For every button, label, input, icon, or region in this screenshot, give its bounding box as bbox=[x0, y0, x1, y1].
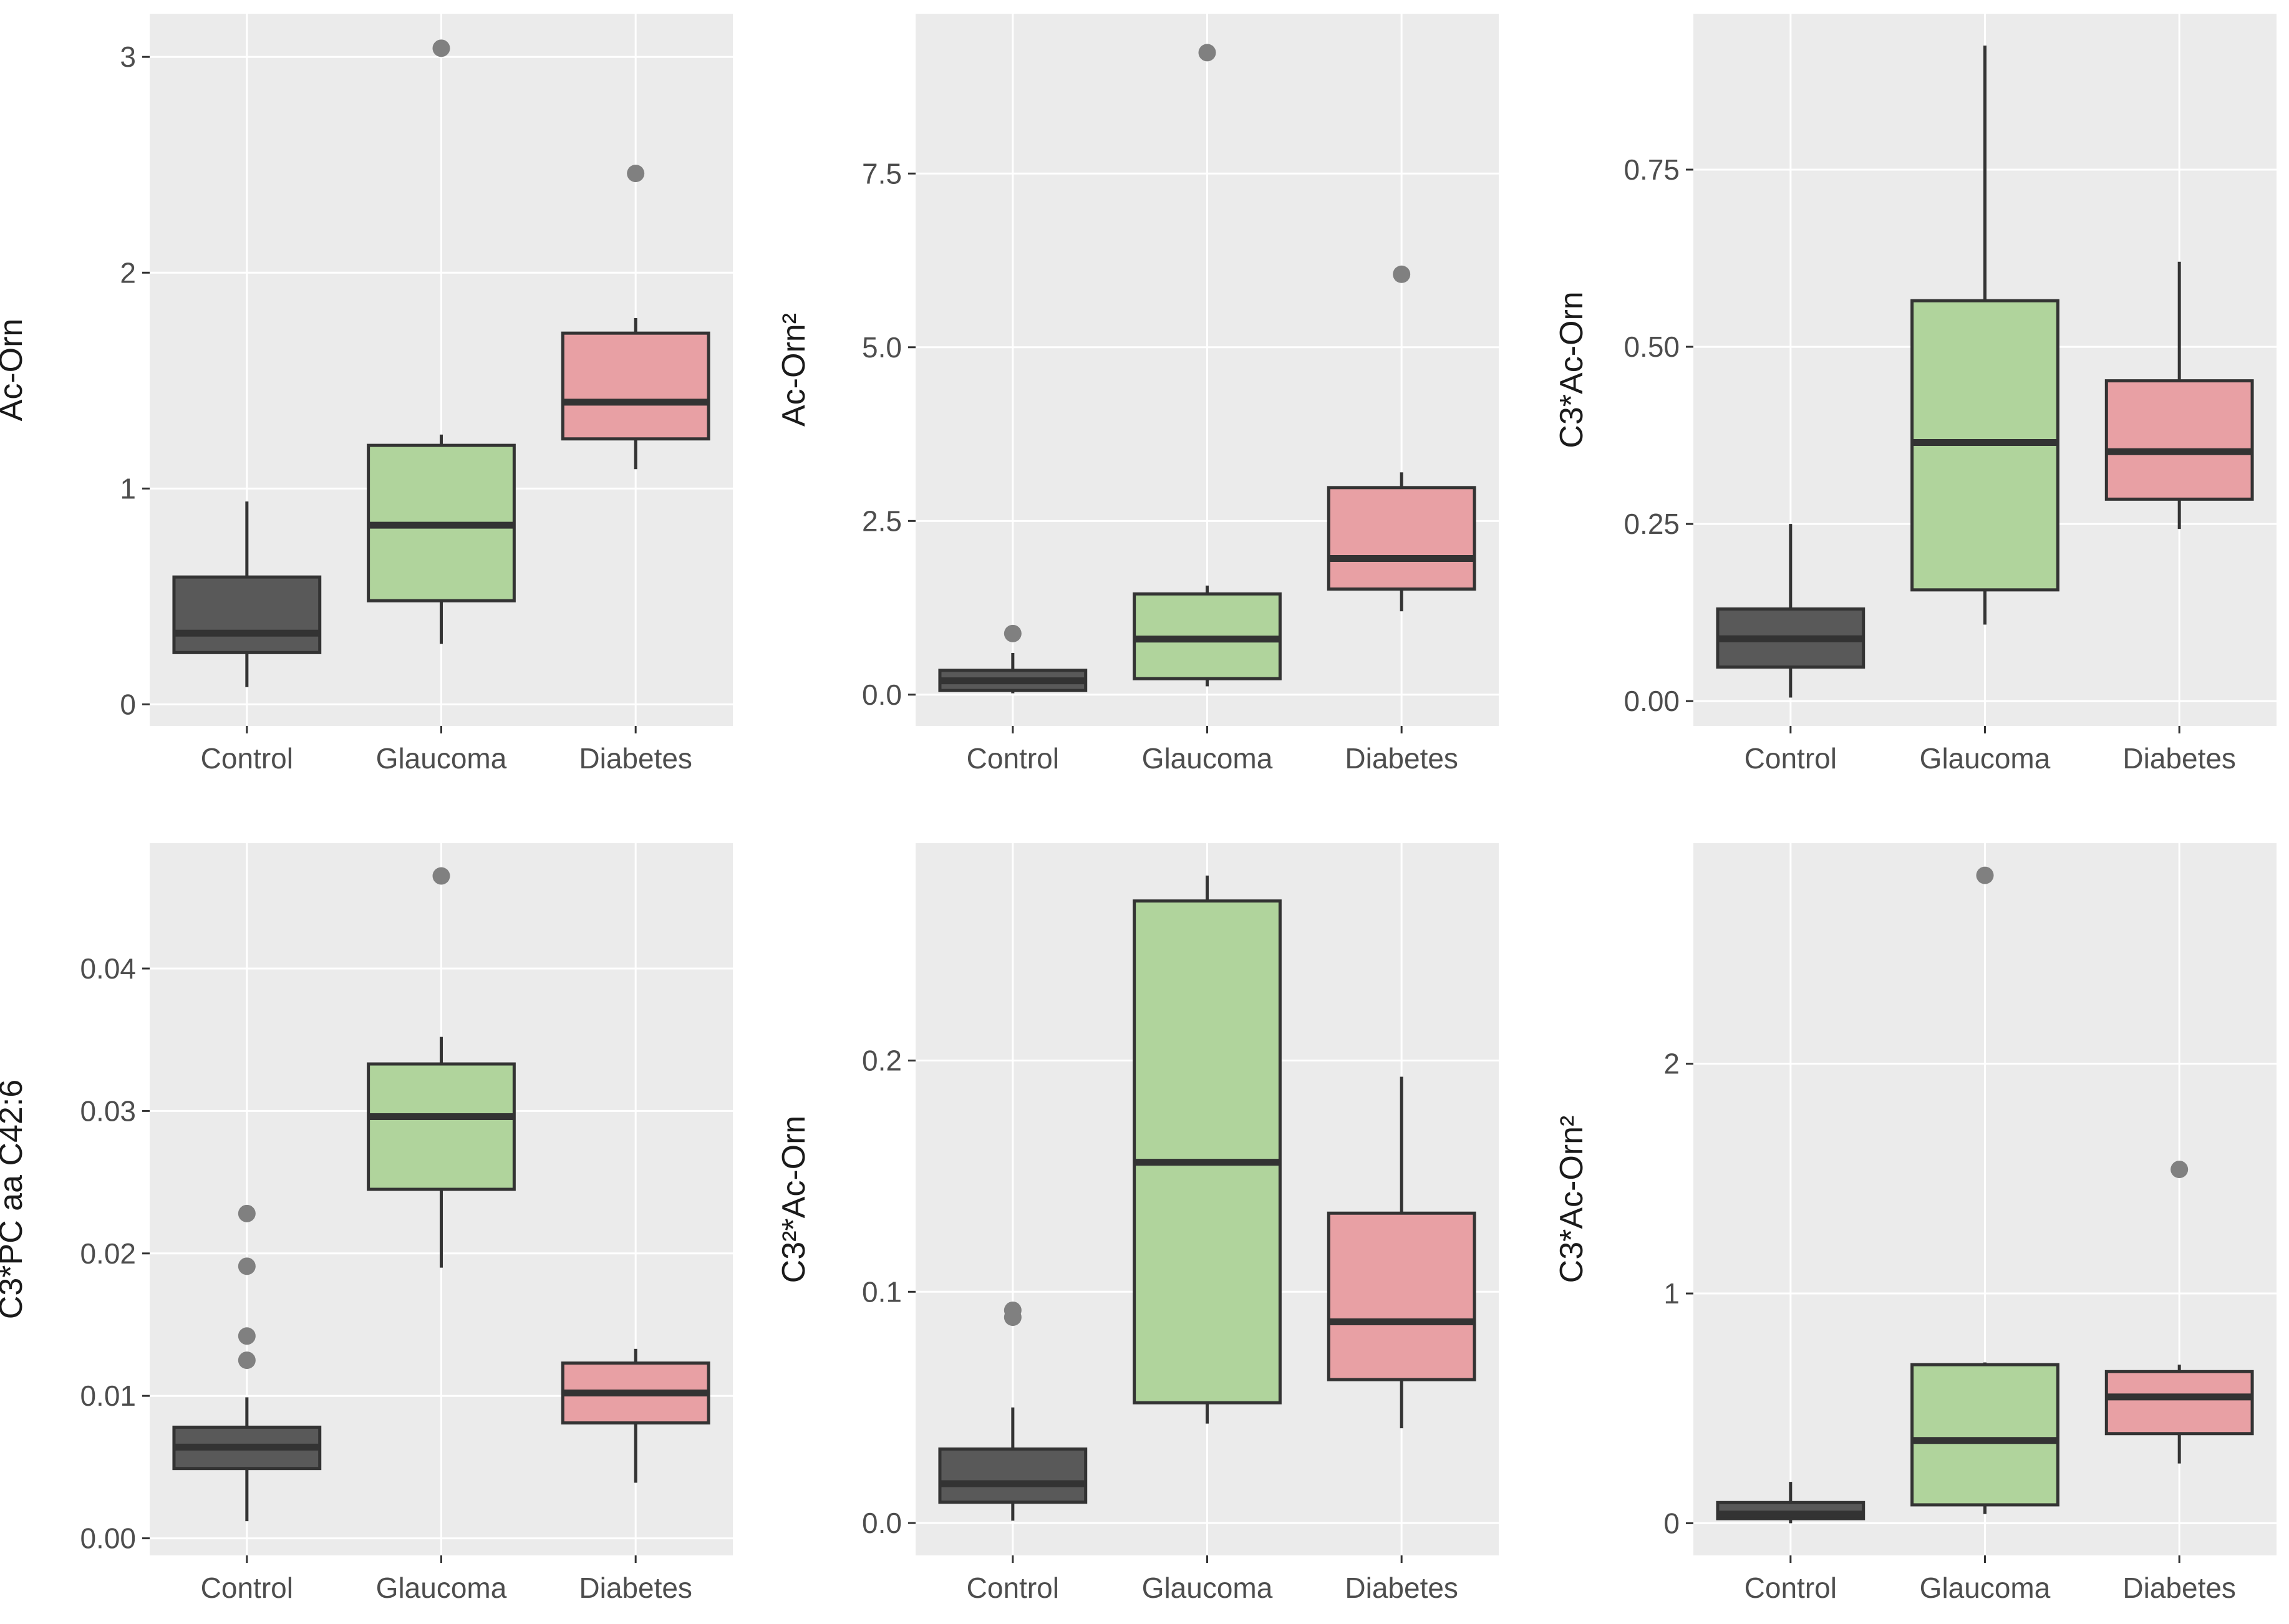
outlier-point bbox=[238, 1327, 256, 1345]
box-body bbox=[1327, 1211, 1476, 1381]
y-tick-label: 0.50 bbox=[1624, 331, 1680, 363]
box-body bbox=[2104, 379, 2254, 501]
y-tick-label: 0.00 bbox=[1624, 685, 1680, 717]
y-tick-label: 0.2 bbox=[862, 1045, 902, 1077]
y-tick-label: 0.0 bbox=[862, 679, 902, 711]
outlier-point bbox=[1198, 44, 1216, 62]
x-tick-label: Glaucoma bbox=[376, 1572, 507, 1604]
box-body bbox=[1133, 899, 1282, 1404]
box-control bbox=[938, 624, 1088, 694]
outlier-point bbox=[238, 1257, 256, 1275]
box-control bbox=[1716, 524, 1866, 698]
box-diabetes bbox=[1327, 265, 1476, 612]
y-tick-label: 0.0 bbox=[862, 1507, 902, 1539]
box-glaucoma bbox=[1910, 46, 2059, 625]
outlier-point bbox=[432, 867, 450, 885]
chart-panel-3: 0.00 0.25 0.50 0.75 Control Glaucoma Diabetes C… bbox=[1554, 14, 2277, 775]
y-tick-label: 2 bbox=[1663, 1048, 1680, 1080]
x-tick-label: Control bbox=[201, 742, 293, 775]
x-tick-label: Glaucoma bbox=[376, 742, 507, 775]
y-axis-title: C3*PC aa C42:6 bbox=[0, 1080, 29, 1319]
x-tick-label: Diabetes bbox=[1345, 742, 1458, 775]
y-tick-label: 0 bbox=[1663, 1507, 1680, 1539]
outlier-point bbox=[1004, 624, 1022, 642]
y-tick-label: 2.5 bbox=[862, 505, 902, 537]
y-axis-title: Ac-Orn² bbox=[776, 313, 812, 427]
box-diabetes bbox=[561, 165, 710, 470]
box-body bbox=[172, 575, 322, 654]
x-tick-label: Diabetes bbox=[2122, 742, 2236, 775]
box-body bbox=[367, 1062, 516, 1191]
outlier-point bbox=[238, 1351, 256, 1370]
x-tick-label: Glaucoma bbox=[1920, 742, 2051, 775]
x-tick-label: Control bbox=[1745, 742, 1837, 775]
y-tick-label: 0.02 bbox=[80, 1237, 136, 1270]
x-tick-label: Control bbox=[201, 1572, 293, 1604]
x-tick-label: Glaucoma bbox=[1142, 742, 1273, 775]
box-control bbox=[1716, 1482, 1866, 1524]
box-glaucoma bbox=[1133, 44, 1282, 687]
box-body bbox=[1910, 1363, 2059, 1507]
chart-panel-4: 0.00 0.01 0.02 0.03 0.04 Control Glaucoma Diabe… bbox=[0, 843, 733, 1604]
x-tick-label: Diabetes bbox=[579, 1572, 692, 1604]
outlier-point bbox=[432, 39, 450, 57]
y-tick-label: 0.00 bbox=[80, 1522, 136, 1555]
box-glaucoma bbox=[1133, 875, 1282, 1424]
box-diabetes bbox=[561, 1348, 710, 1483]
y-axis-title: C3²*Ac-Orn bbox=[776, 1116, 812, 1283]
x-tick-label: Diabetes bbox=[579, 742, 692, 775]
chart-panel-5: 0.0 0.1 0.2 Control Glaucoma Diabetes C3²*Ac-O… bbox=[776, 843, 1499, 1604]
y-axis-title: C3*Ac-Orn bbox=[1554, 291, 1590, 448]
chart-panel-2: 0.0 2.5 5.0 7.5 Control Glaucoma Diabetes Ac-Or… bbox=[776, 14, 1499, 775]
y-tick-label: 0.01 bbox=[80, 1380, 136, 1412]
box-body bbox=[938, 1447, 1088, 1504]
y-tick-label: 5.0 bbox=[862, 331, 902, 364]
x-tick-label: Diabetes bbox=[2122, 1572, 2236, 1604]
y-tick-label: 7.5 bbox=[862, 157, 902, 190]
x-tick-label: Control bbox=[1745, 1572, 1837, 1604]
y-tick-label: 1 bbox=[1663, 1277, 1680, 1310]
box-glaucoma bbox=[367, 39, 516, 644]
y-tick-label: 0.1 bbox=[862, 1275, 902, 1308]
y-tick-label: 0.75 bbox=[1624, 153, 1680, 186]
box-glaucoma bbox=[367, 867, 516, 1268]
box-diabetes bbox=[2104, 1161, 2254, 1464]
box-control bbox=[172, 1204, 322, 1522]
box-control bbox=[172, 501, 322, 687]
y-tick-label: 2 bbox=[120, 256, 136, 289]
y-tick-label: 1 bbox=[120, 472, 136, 505]
y-tick-label: 0 bbox=[120, 688, 136, 720]
outlier-point bbox=[238, 1204, 256, 1222]
box-body bbox=[561, 331, 710, 441]
box-body bbox=[2104, 1370, 2254, 1436]
box-diabetes bbox=[1327, 1076, 1476, 1429]
outlier-point bbox=[1976, 866, 1994, 884]
y-tick-label: 0.03 bbox=[80, 1095, 136, 1127]
x-tick-label: Glaucoma bbox=[1920, 1572, 2051, 1604]
chart-panel-6: 0 1 2 Control Glaucoma Diabetes C3*Ac-Orn² bbox=[1554, 843, 2277, 1604]
chart-panel-1: 0 1 2 3 Control Glaucoma Diabetes Ac-Orn bbox=[0, 14, 733, 775]
y-tick-label: 0.04 bbox=[80, 952, 136, 985]
y-tick-label: 0.25 bbox=[1624, 508, 1680, 540]
y-axis-title: C3*Ac-Orn² bbox=[1554, 1116, 1590, 1283]
y-tick-label: 3 bbox=[120, 41, 136, 73]
box-glaucoma bbox=[1910, 866, 2059, 1514]
outlier-point bbox=[1004, 1301, 1022, 1319]
x-tick-label: Diabetes bbox=[1345, 1572, 1458, 1604]
outlier-point bbox=[627, 165, 645, 183]
x-tick-label: Control bbox=[967, 1572, 1059, 1604]
x-tick-label: Control bbox=[967, 742, 1059, 775]
x-tick-label: Glaucoma bbox=[1142, 1572, 1273, 1604]
y-axis-title: Ac-Orn bbox=[0, 319, 29, 422]
outlier-point bbox=[2170, 1161, 2189, 1179]
box-control bbox=[938, 1301, 1088, 1521]
outlier-point bbox=[1393, 265, 1411, 283]
box-body bbox=[1327, 486, 1476, 591]
box-diabetes bbox=[2104, 261, 2254, 529]
